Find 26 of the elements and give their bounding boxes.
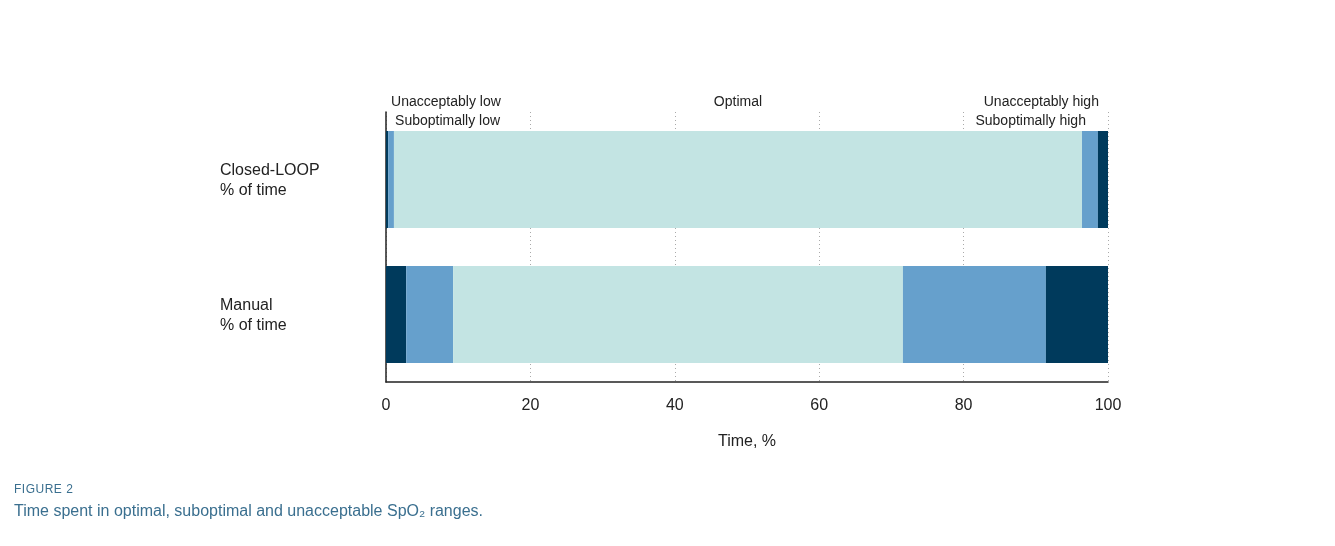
bar [453, 266, 903, 363]
x-tick-label: 40 [665, 395, 684, 413]
x-tick-label: 0 [381, 395, 391, 413]
caption: FIGURE 2 [14, 482, 75, 496]
y-tick-label: Closed-LOOP % of time [220, 161, 320, 198]
bar [386, 131, 389, 228]
bar [1045, 266, 1108, 363]
x-tick-label: 60 [810, 395, 829, 413]
x-tick-label: 100 [1094, 395, 1122, 413]
series-label: Suboptimally low [395, 112, 501, 128]
bar [388, 131, 394, 228]
bar [1097, 131, 1108, 228]
text: Time spent in optimal, suboptimal and unacceptable SpO₂ ranges. [14, 502, 483, 520]
bar [902, 266, 1046, 363]
bar [386, 266, 407, 363]
bar [406, 266, 454, 363]
series-label: Optimal [713, 93, 763, 109]
y-tick-label: Manual % of time [220, 296, 287, 333]
x-tick-label: 20 [521, 395, 540, 413]
x-tick-label: 80 [954, 395, 973, 413]
series-label: Suboptimally high [975, 112, 1086, 128]
series-label: Unacceptably high [983, 93, 1099, 109]
bar [1082, 131, 1098, 228]
bar [393, 131, 1083, 228]
x-axis-title: Time, % [717, 431, 777, 449]
series-label: Unacceptably low [391, 93, 502, 109]
